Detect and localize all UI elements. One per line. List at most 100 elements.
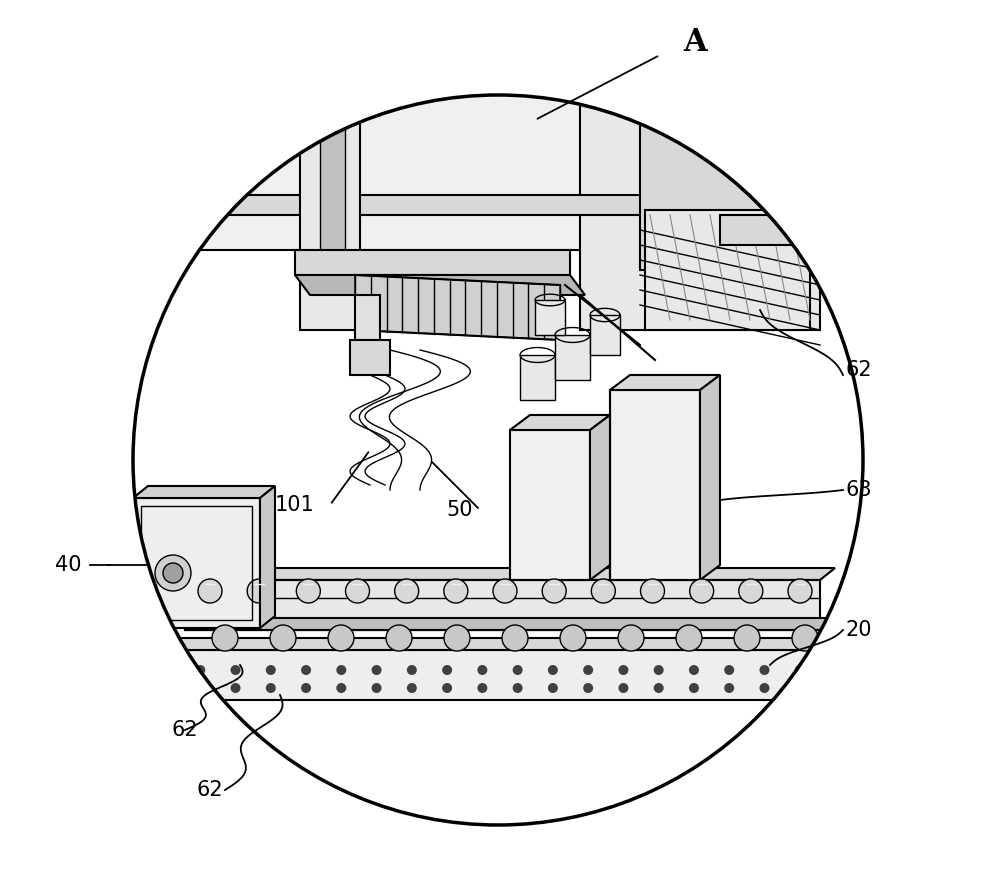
Circle shape [230,665,240,675]
Circle shape [795,683,805,693]
Circle shape [478,683,488,693]
Circle shape [830,683,840,693]
Circle shape [512,683,522,693]
Circle shape [155,555,191,591]
Circle shape [442,665,452,675]
Polygon shape [590,315,620,355]
Polygon shape [180,195,820,215]
Text: 40: 40 [55,555,81,575]
Circle shape [266,683,276,693]
Circle shape [266,665,276,675]
Polygon shape [133,498,260,628]
Circle shape [407,683,417,693]
Circle shape [230,683,240,693]
Polygon shape [720,215,800,245]
Circle shape [328,625,354,651]
Polygon shape [700,375,720,580]
Circle shape [372,683,382,693]
Circle shape [212,625,238,651]
Polygon shape [140,638,870,650]
Circle shape [654,665,664,675]
Circle shape [739,579,763,603]
Polygon shape [855,638,870,700]
Circle shape [133,95,863,825]
Circle shape [560,625,586,651]
Polygon shape [185,580,820,630]
Circle shape [493,579,517,603]
Circle shape [760,665,770,675]
Circle shape [444,625,470,651]
Circle shape [654,683,664,693]
Circle shape [502,625,528,651]
Polygon shape [185,618,835,630]
Polygon shape [520,355,555,400]
Circle shape [618,683,628,693]
Circle shape [444,579,468,603]
Circle shape [336,683,346,693]
Circle shape [591,579,615,603]
Polygon shape [355,295,380,350]
Polygon shape [140,650,855,700]
Polygon shape [350,340,390,375]
Polygon shape [185,568,835,580]
Circle shape [583,683,593,693]
Circle shape [760,683,770,693]
Circle shape [724,665,734,675]
Polygon shape [590,415,610,580]
Polygon shape [610,375,720,390]
Circle shape [163,563,183,583]
Circle shape [676,625,702,651]
Circle shape [198,579,222,603]
Text: 101: 101 [275,495,315,515]
Polygon shape [133,486,275,498]
Circle shape [734,625,760,651]
Circle shape [788,579,812,603]
Circle shape [195,665,205,675]
Polygon shape [295,275,585,295]
Circle shape [640,579,664,603]
Circle shape [296,579,320,603]
Text: A: A [683,27,707,58]
Circle shape [270,625,296,651]
Polygon shape [510,430,590,580]
Circle shape [618,665,628,675]
Polygon shape [535,300,565,335]
Circle shape [724,683,734,693]
Circle shape [618,625,644,651]
Circle shape [160,683,170,693]
Circle shape [247,579,271,603]
Polygon shape [180,95,820,250]
Circle shape [346,579,370,603]
Polygon shape [260,486,275,628]
Circle shape [478,665,488,675]
Circle shape [395,579,419,603]
Text: 63: 63 [845,480,871,500]
Circle shape [301,665,311,675]
Polygon shape [610,390,700,580]
Circle shape [689,683,699,693]
Circle shape [830,665,840,675]
Polygon shape [510,415,610,430]
Circle shape [690,579,714,603]
Circle shape [689,665,699,675]
Circle shape [372,665,382,675]
Circle shape [583,665,593,675]
Circle shape [795,665,805,675]
Circle shape [160,665,170,675]
Circle shape [548,683,558,693]
Circle shape [548,665,558,675]
Polygon shape [580,95,820,330]
Polygon shape [355,275,560,340]
Text: 62: 62 [845,360,871,380]
Polygon shape [555,335,590,380]
Circle shape [512,665,522,675]
Circle shape [442,683,452,693]
Polygon shape [640,95,820,270]
Circle shape [336,665,346,675]
Text: 62: 62 [171,720,198,740]
Circle shape [407,665,417,675]
Circle shape [386,625,412,651]
Text: 62: 62 [196,780,223,800]
Text: 50: 50 [447,500,474,520]
Polygon shape [295,250,570,275]
